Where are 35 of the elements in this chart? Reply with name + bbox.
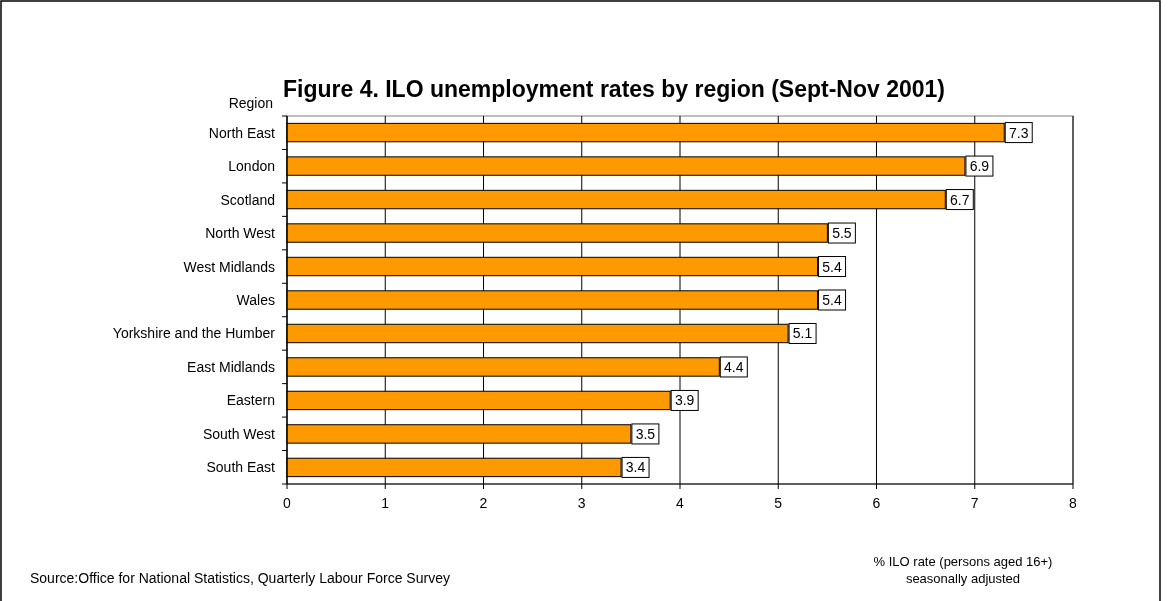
- x-tick-label: 7: [970, 495, 979, 511]
- y-tick-label: South East: [206, 459, 276, 476]
- data-label: 6.9: [969, 158, 990, 175]
- y-tick-label: Scotland: [220, 191, 275, 208]
- data-label: 5.4: [822, 258, 842, 275]
- y-axis-title: Region: [228, 95, 273, 111]
- data-label: 5.4: [822, 292, 842, 308]
- x-tick-label: 8: [1069, 495, 1078, 511]
- data-label: 3.9: [674, 392, 695, 409]
- x-tick-label: 2: [479, 495, 488, 511]
- y-tick-label: Wales: [236, 292, 275, 308]
- x-tick-label: 6: [872, 495, 881, 511]
- x-tick-label: 5: [774, 495, 783, 511]
- x-tick-label: 0: [283, 495, 292, 511]
- data-label: 7.3: [1008, 124, 1029, 141]
- data-label: 4.4: [724, 358, 744, 375]
- data-label: 5.5: [832, 225, 852, 242]
- y-tick-label: Yorkshire and the Humber: [112, 325, 276, 342]
- x-tick-label: 1: [381, 495, 390, 511]
- source-note: Source:Office for National Statistics, Quarterly Labour Force Survey: [30, 570, 450, 586]
- y-tick-label: West Midlands: [183, 258, 275, 275]
- x-axis-title: % ILO rate (persons aged 16+) seasonally adjusted: [873, 554, 1053, 586]
- x-tick-label: 4: [676, 495, 685, 511]
- y-tick-label: Eastern: [226, 392, 275, 409]
- x-tick-label: 3: [577, 495, 586, 511]
- chart-title: Figure 4. ILO unemployment rates by region (Sept-Nov 2001): [282, 76, 946, 102]
- y-tick-label: North West: [205, 225, 276, 242]
- y-tick-label: South West: [202, 425, 276, 442]
- data-label: 6.7: [950, 191, 970, 208]
- y-tick-label: North East: [208, 124, 276, 141]
- y-tick-label: East Midlands: [187, 358, 275, 375]
- data-label: 3.4: [625, 459, 646, 476]
- data-label: 5.1: [792, 325, 813, 342]
- data-label: 3.5: [635, 425, 656, 442]
- y-tick-label: London: [228, 158, 275, 175]
